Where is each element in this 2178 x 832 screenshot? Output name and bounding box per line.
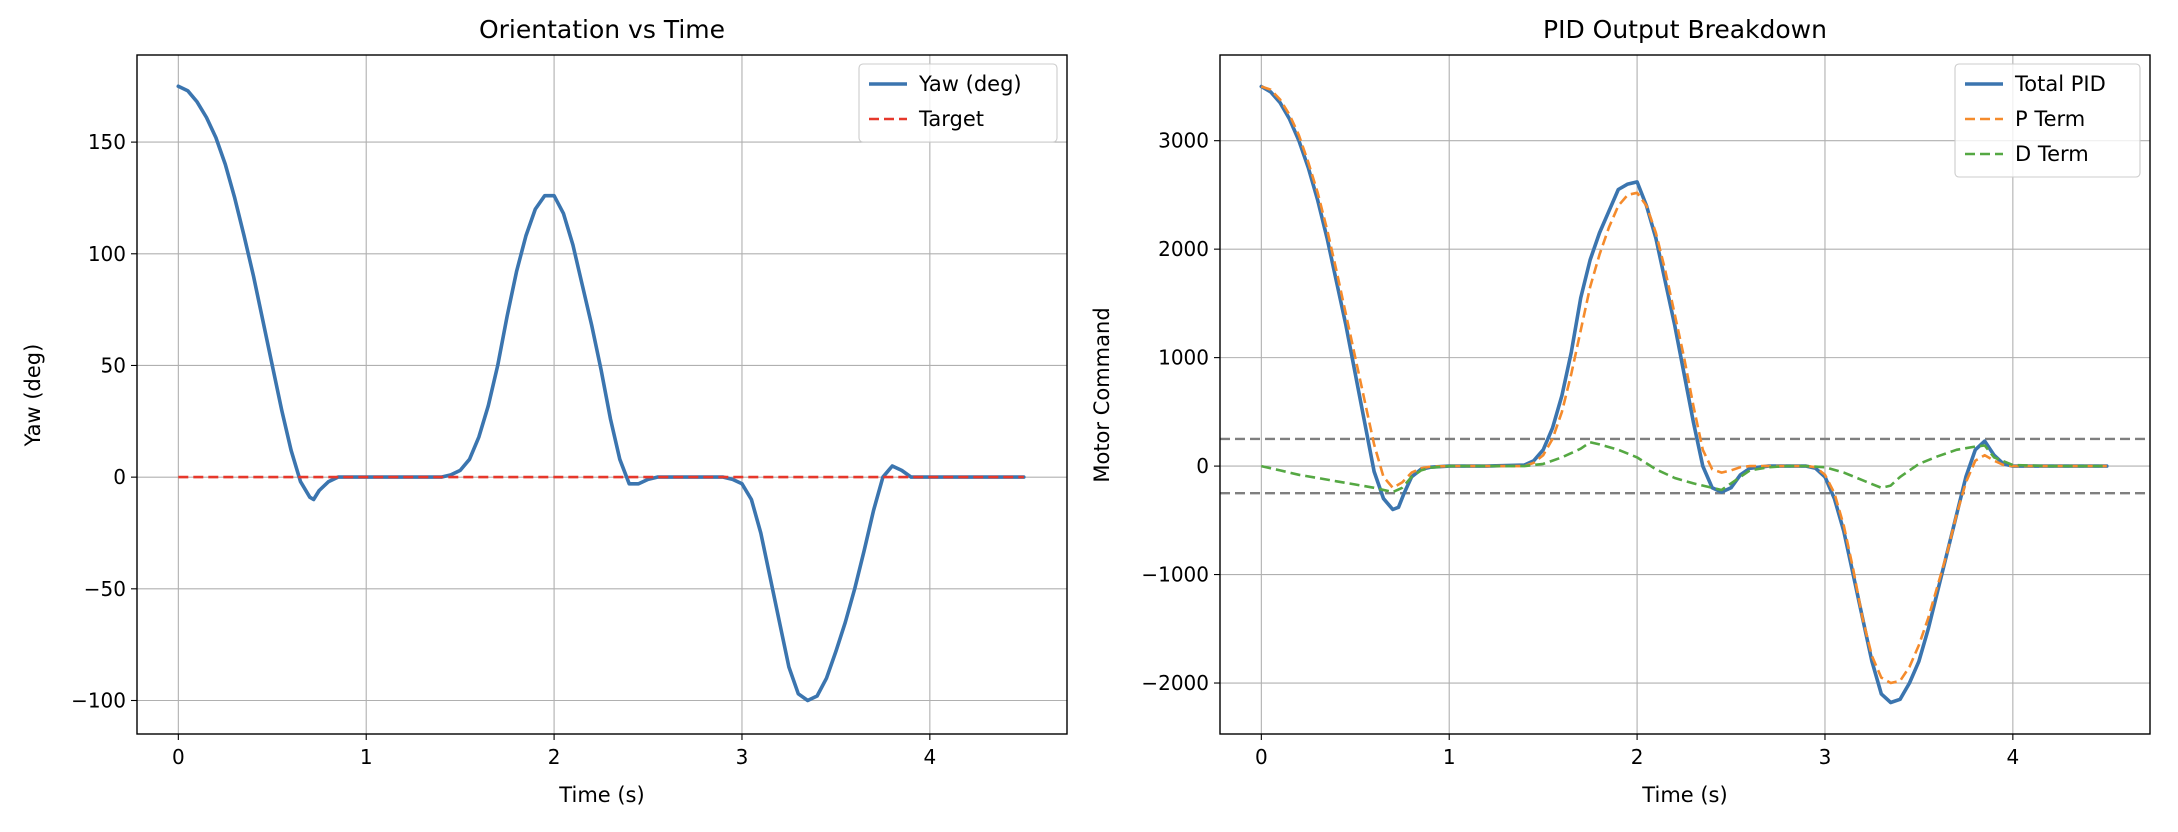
x-tick-label: 3 [1819, 745, 1832, 769]
y-tick-label: 1000 [1158, 346, 1209, 370]
grid [1220, 55, 2150, 734]
x-tick-label: 4 [923, 745, 936, 769]
y-tick-label: 0 [113, 465, 126, 489]
y-tick-label: 2000 [1158, 237, 1209, 261]
legend-box [1954, 63, 2141, 178]
x-tick-label: 2 [548, 745, 561, 769]
x-axis-label: Time (s) [1641, 783, 1727, 807]
legend-label: Total PID [2014, 72, 2106, 96]
x-axis-label: Time (s) [558, 783, 644, 807]
legend-label: P Term [2015, 107, 2085, 131]
plot-area-frame [136, 54, 1068, 735]
y-tick-label: 100 [88, 242, 126, 266]
plot-area-frame [1219, 54, 2151, 735]
grid [137, 55, 1067, 734]
x-tick-label: 0 [1255, 745, 1268, 769]
legend: Yaw (deg) Target [858, 63, 1058, 143]
series-line-d-term [1261, 440, 2107, 494]
legend: Total PID P Term D Term [1954, 63, 2141, 178]
chart-orientation: Orientation vs Time Time (s) Yaw (deg) 0… [21, 15, 1068, 807]
chart-title: Orientation vs Time [479, 15, 725, 44]
y-axis-label: Yaw (deg) [21, 344, 45, 448]
y-tick-label: 50 [101, 353, 126, 377]
x-tick-label: 3 [736, 745, 749, 769]
ticks: 0 1 2 3 4 −100 −50 0 50 100 150 [71, 130, 936, 769]
reference-lines [1220, 437, 2150, 495]
y-tick-label: 0 [1196, 454, 1209, 478]
y-tick-label: −1000 [1141, 563, 1209, 587]
legend-box [858, 63, 1058, 143]
series-line-p-term [1260, 85, 2107, 685]
series [176, 84, 1026, 703]
legend-label: Yaw (deg) [918, 72, 1022, 96]
y-tick-label: 3000 [1158, 129, 1209, 153]
x-tick-label: 2 [1631, 745, 1644, 769]
chart-pid-output: PID Output Breakdown Time (s) Motor Comm… [1090, 15, 2151, 807]
y-tick-label: −50 [84, 577, 126, 601]
ticks: 0 1 2 3 4 −2000 −1000 0 1000 2000 3000 [1141, 129, 2019, 769]
series-line-yaw-deg [176, 84, 1026, 703]
y-tick-label: 150 [88, 130, 126, 154]
y-axis-label: Motor Command [1090, 307, 1114, 482]
x-tick-label: 1 [1443, 745, 1456, 769]
legend-label: Target [918, 107, 984, 131]
series-line-total-pid [1259, 84, 2109, 705]
legend-label: D Term [2015, 142, 2089, 166]
x-tick-label: 1 [360, 745, 373, 769]
y-tick-label: −100 [71, 688, 126, 712]
chart-title: PID Output Breakdown [1543, 15, 1827, 44]
x-tick-label: 4 [2006, 745, 2019, 769]
x-tick-label: 0 [172, 745, 185, 769]
series [1259, 84, 2109, 705]
y-tick-label: −2000 [1141, 671, 1209, 695]
